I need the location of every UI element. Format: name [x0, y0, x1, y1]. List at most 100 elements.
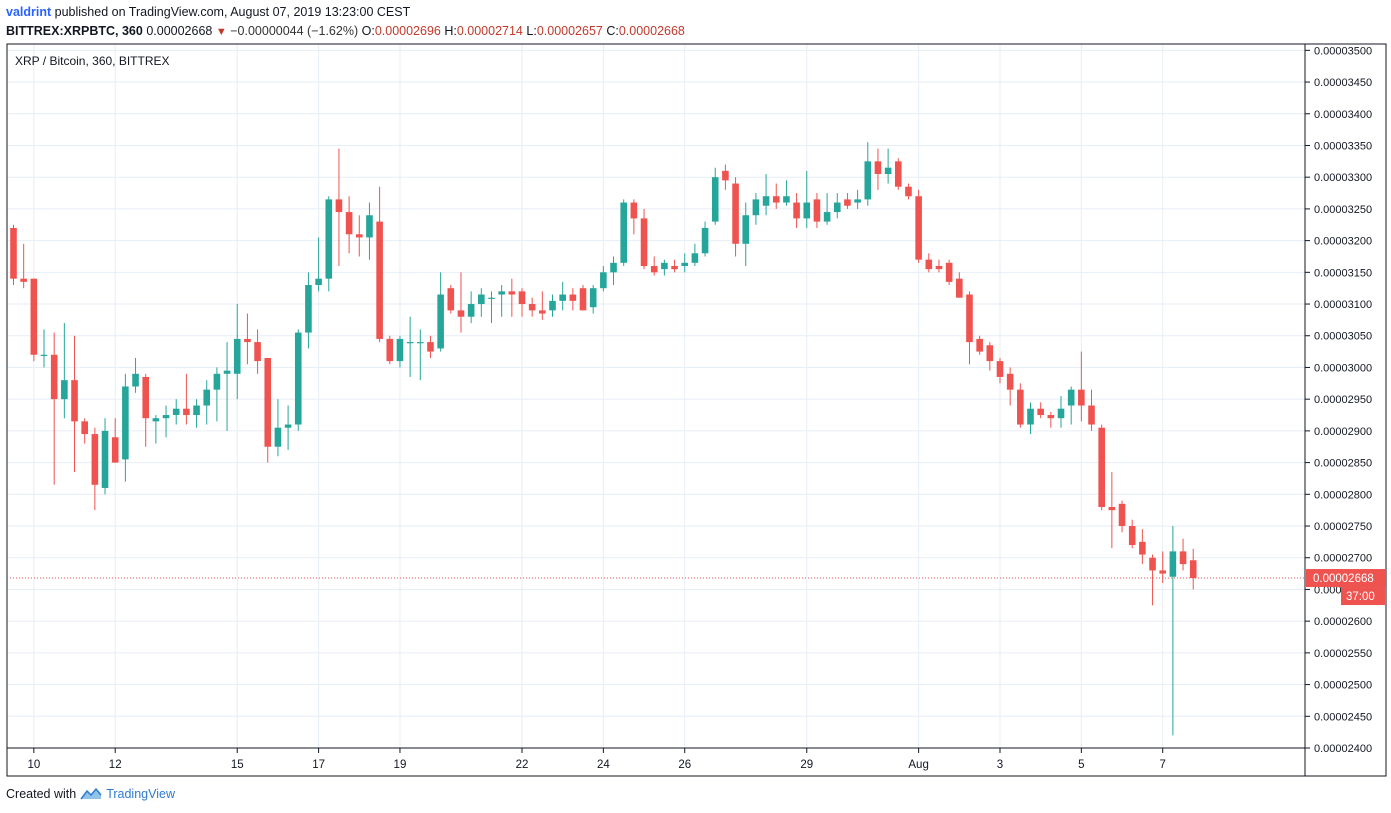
candle-up: [884, 148, 892, 184]
candle-body: [1027, 408, 1034, 425]
price-tick-label: 0.00003200: [1314, 236, 1372, 248]
candle-body: [783, 196, 790, 203]
candle-body: [671, 265, 678, 270]
candle-down: [111, 418, 119, 463]
candle-up: [325, 196, 333, 292]
candle-up: [122, 373, 129, 482]
candle-down: [355, 215, 363, 257]
time-tick-label: 15: [231, 759, 244, 771]
candle-body: [844, 199, 851, 206]
candle-body: [559, 294, 566, 301]
candle-body: [366, 215, 373, 238]
candle-up: [233, 304, 241, 400]
candle-body: [915, 196, 922, 260]
candle-body: [508, 291, 516, 295]
candle-body: [620, 202, 627, 263]
candle-body: [111, 437, 119, 463]
candle-down: [386, 335, 394, 365]
high-label: H:: [444, 24, 457, 38]
candle-down: [335, 148, 343, 266]
candle-body: [854, 199, 861, 203]
candles: [10, 142, 1197, 736]
candle-body: [661, 262, 668, 270]
time-tick-label: 22: [516, 759, 529, 771]
candle-body: [20, 278, 27, 282]
candle-up: [203, 380, 211, 425]
candle-body: [1037, 408, 1044, 416]
candle-body: [935, 265, 943, 270]
candle-up: [467, 291, 475, 324]
candle-down: [722, 164, 729, 190]
candle-down: [1088, 389, 1095, 431]
candle-body: [305, 285, 312, 333]
time-tick-label: 7: [1160, 759, 1166, 771]
candle-down: [732, 177, 739, 257]
candle-down: [935, 259, 943, 273]
candle-up: [437, 272, 444, 352]
candle-body: [406, 342, 414, 344]
price-scale[interactable]: 0.00002400 0.00002450 0.00002500 0.00002550…: [1305, 45, 1372, 755]
candle-body: [732, 183, 739, 244]
time-tick-label: 24: [597, 759, 610, 771]
candle-body: [213, 373, 221, 390]
candle-body: [1118, 503, 1126, 527]
candle-body: [1078, 389, 1085, 406]
price-tick-label: 0.00002600: [1314, 616, 1372, 628]
candle-down: [1078, 351, 1085, 422]
candle-body: [91, 434, 99, 485]
candle-up: [711, 167, 719, 225]
candle-down: [71, 335, 78, 473]
candle-up: [549, 294, 556, 317]
tradingview-brand-link[interactable]: TradingView: [106, 787, 175, 801]
candle-down: [376, 186, 383, 343]
time-tick-label: 3: [997, 759, 1003, 771]
candle-up: [1169, 526, 1177, 736]
candle-up: [478, 288, 485, 317]
candle-up: [803, 170, 811, 228]
candle-body: [396, 338, 404, 362]
candle-body: [589, 288, 597, 308]
candle-up: [417, 329, 424, 381]
price-tick-label: 0.00003350: [1314, 140, 1372, 152]
candle-down: [772, 183, 780, 209]
candle-body: [30, 278, 38, 355]
close-label: C:: [606, 24, 619, 38]
price-tick-label: 0.00002400: [1314, 743, 1372, 755]
candle-body: [152, 418, 160, 422]
created-with-text: Created with: [6, 787, 77, 801]
candle-up: [132, 357, 139, 393]
candle-down: [915, 189, 922, 263]
time-tick-label: 10: [27, 759, 40, 771]
candle-body: [894, 161, 902, 187]
price-tick-label: 0.00003050: [1314, 331, 1372, 343]
candle-down: [813, 193, 821, 228]
candle-up: [406, 316, 414, 377]
candle-body: [244, 338, 251, 343]
candle-down: [569, 288, 577, 311]
candle-body: [355, 234, 363, 238]
time-tick-label: 26: [678, 759, 691, 771]
time-tick-label: 5: [1078, 759, 1084, 771]
candle-down: [894, 158, 902, 190]
candle-down: [671, 259, 678, 273]
candle-body: [132, 373, 139, 387]
candle-body: [335, 199, 343, 213]
candle-down: [1098, 424, 1105, 511]
symbol-label: BITTREX:XRPBTC, 360: [6, 24, 143, 38]
candle-body: [1159, 570, 1167, 574]
candle-up: [610, 256, 617, 286]
candle-body: [1088, 405, 1095, 425]
candle-body: [498, 291, 505, 295]
candle-body: [417, 342, 424, 344]
candle-down: [793, 193, 800, 228]
candle-down: [579, 285, 587, 311]
current-price-badge: [1306, 569, 1386, 588]
time-tick-label: 12: [109, 759, 122, 771]
candle-body: [925, 259, 933, 270]
author-link[interactable]: valdrint: [6, 5, 52, 19]
candle-body: [793, 202, 800, 219]
time-scale[interactable]: 10 12 15 17 19 22 24 26 29 Aug 3 5 7: [27, 748, 1166, 771]
candle-up: [213, 367, 221, 422]
candle-up: [488, 291, 495, 324]
